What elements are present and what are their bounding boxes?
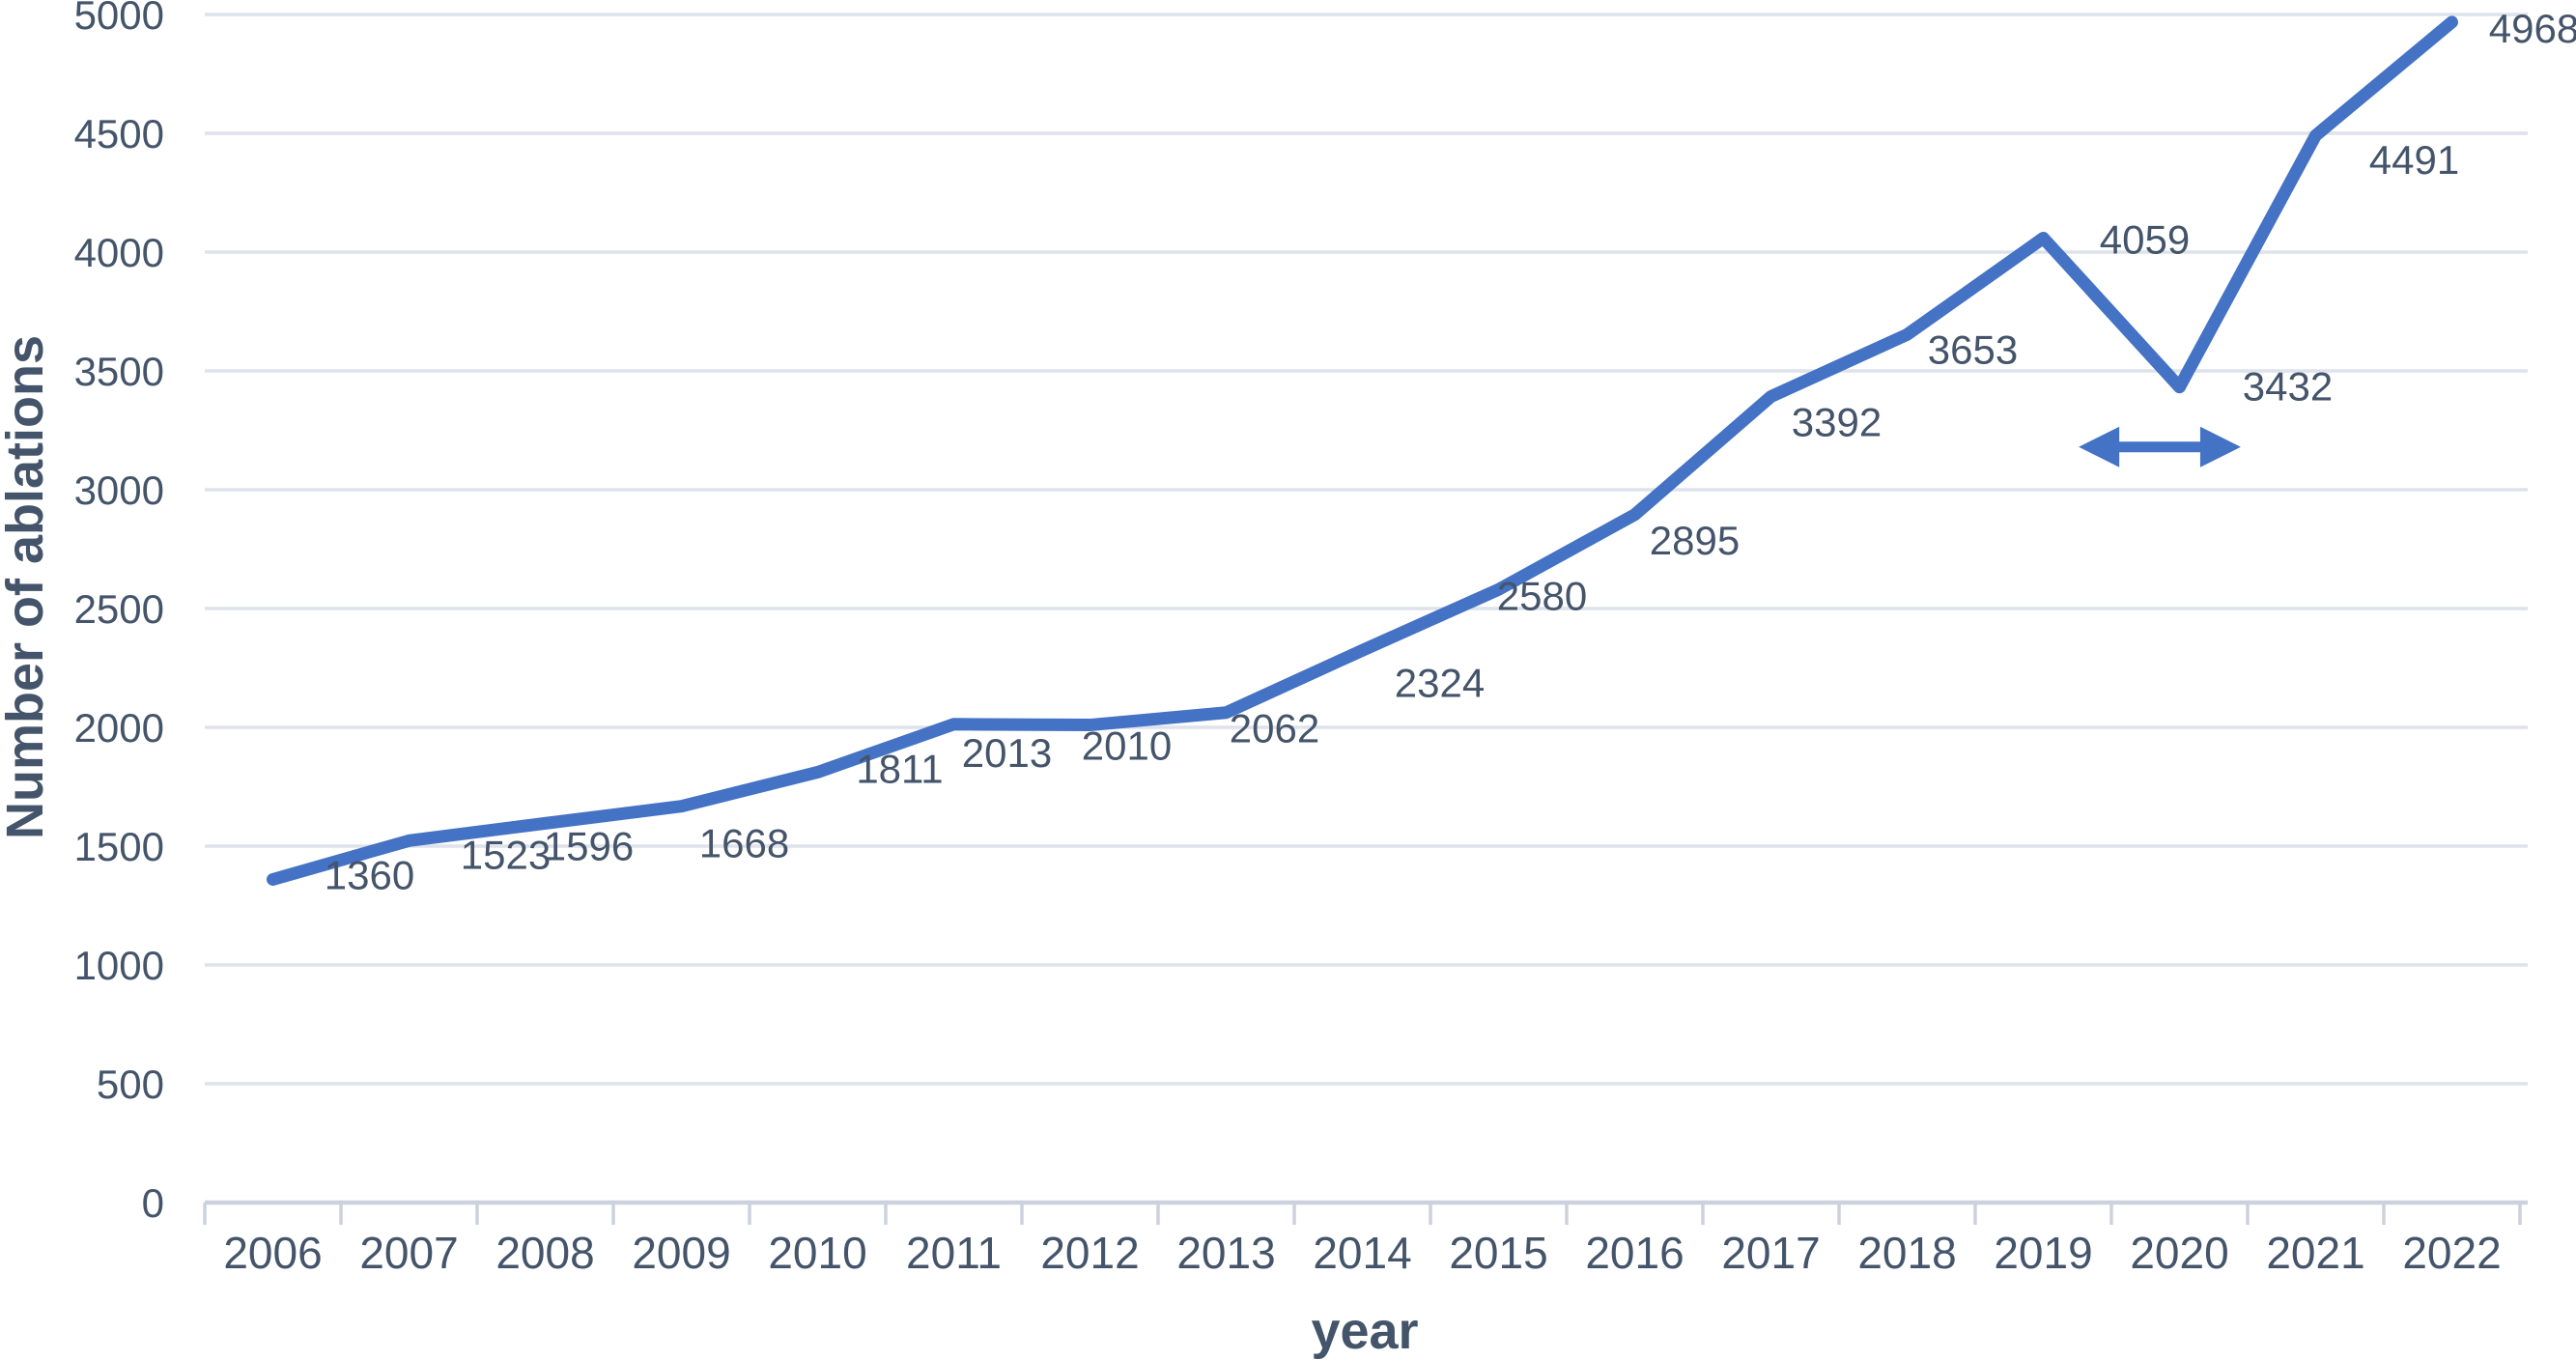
data-point-label: 2013 [962,730,1052,776]
y-tick-label: 0 [142,1180,164,1226]
x-tick-label: 2019 [1994,1228,2092,1278]
y-tick-label: 1000 [74,943,164,988]
data-point-label: 2324 [1395,660,1485,705]
y-tick-label: 500 [97,1062,164,1107]
data-point-label: 1596 [544,823,634,868]
data-point-label: 2010 [1082,723,1172,769]
y-tick-label: 5000 [74,0,164,38]
x-tick-label: 2009 [632,1228,730,1278]
data-point-label: 2062 [1230,706,1319,751]
x-tick-label: 2014 [1313,1228,1411,1278]
data-point-label: 2895 [1650,518,1740,563]
data-point-label: 1811 [856,746,943,791]
x-tick-label: 2006 [223,1228,322,1278]
y-tick-label: 2000 [74,705,164,751]
x-tick-label: 2012 [1040,1228,1139,1278]
data-point-label: 4968 [2489,6,2576,51]
x-tick-label: 2020 [2130,1228,2228,1278]
y-tick-label: 3500 [74,349,164,394]
data-point-label: 4059 [2100,216,2190,262]
data-point-label: 3432 [2243,364,2333,410]
x-tick-label: 2017 [1721,1228,1820,1278]
data-point-label: 3653 [1928,326,2018,372]
data-point-label: 4491 [2369,137,2459,183]
data-point-label: 1668 [699,821,789,866]
x-tick-label: 2021 [2266,1228,2364,1278]
x-tick-label: 2018 [1857,1228,1956,1278]
x-tick-label: 2010 [768,1228,866,1278]
x-tick-label: 2015 [1449,1228,1547,1278]
data-point-label: 1360 [325,852,414,897]
x-tick-label: 2013 [1176,1228,1275,1278]
y-tick-label: 2500 [74,586,164,632]
x-tick-label: 2016 [1585,1228,1684,1278]
data-point-label: 1523 [461,832,551,877]
x-tick-label: 2008 [495,1228,594,1278]
data-point-label: 2580 [1497,573,1587,618]
data-point-label: 3392 [1792,400,1882,445]
y-tick-label: 4000 [74,230,164,275]
y-axis-title: Number of ablations [0,334,54,840]
x-axis-title: year [1311,1302,1419,1360]
y-tick-label: 1500 [74,824,164,869]
data-line [267,15,2458,886]
x-tick-label: 2011 [906,1228,1002,1278]
x-tick-label: 2022 [2402,1228,2501,1278]
y-tick-label: 3000 [74,468,164,513]
double-arrow-left-head [2079,426,2120,468]
double-arrow-right-head [2199,426,2241,468]
x-tick-label: 2007 [359,1228,458,1278]
y-tick-label: 4500 [74,111,164,156]
